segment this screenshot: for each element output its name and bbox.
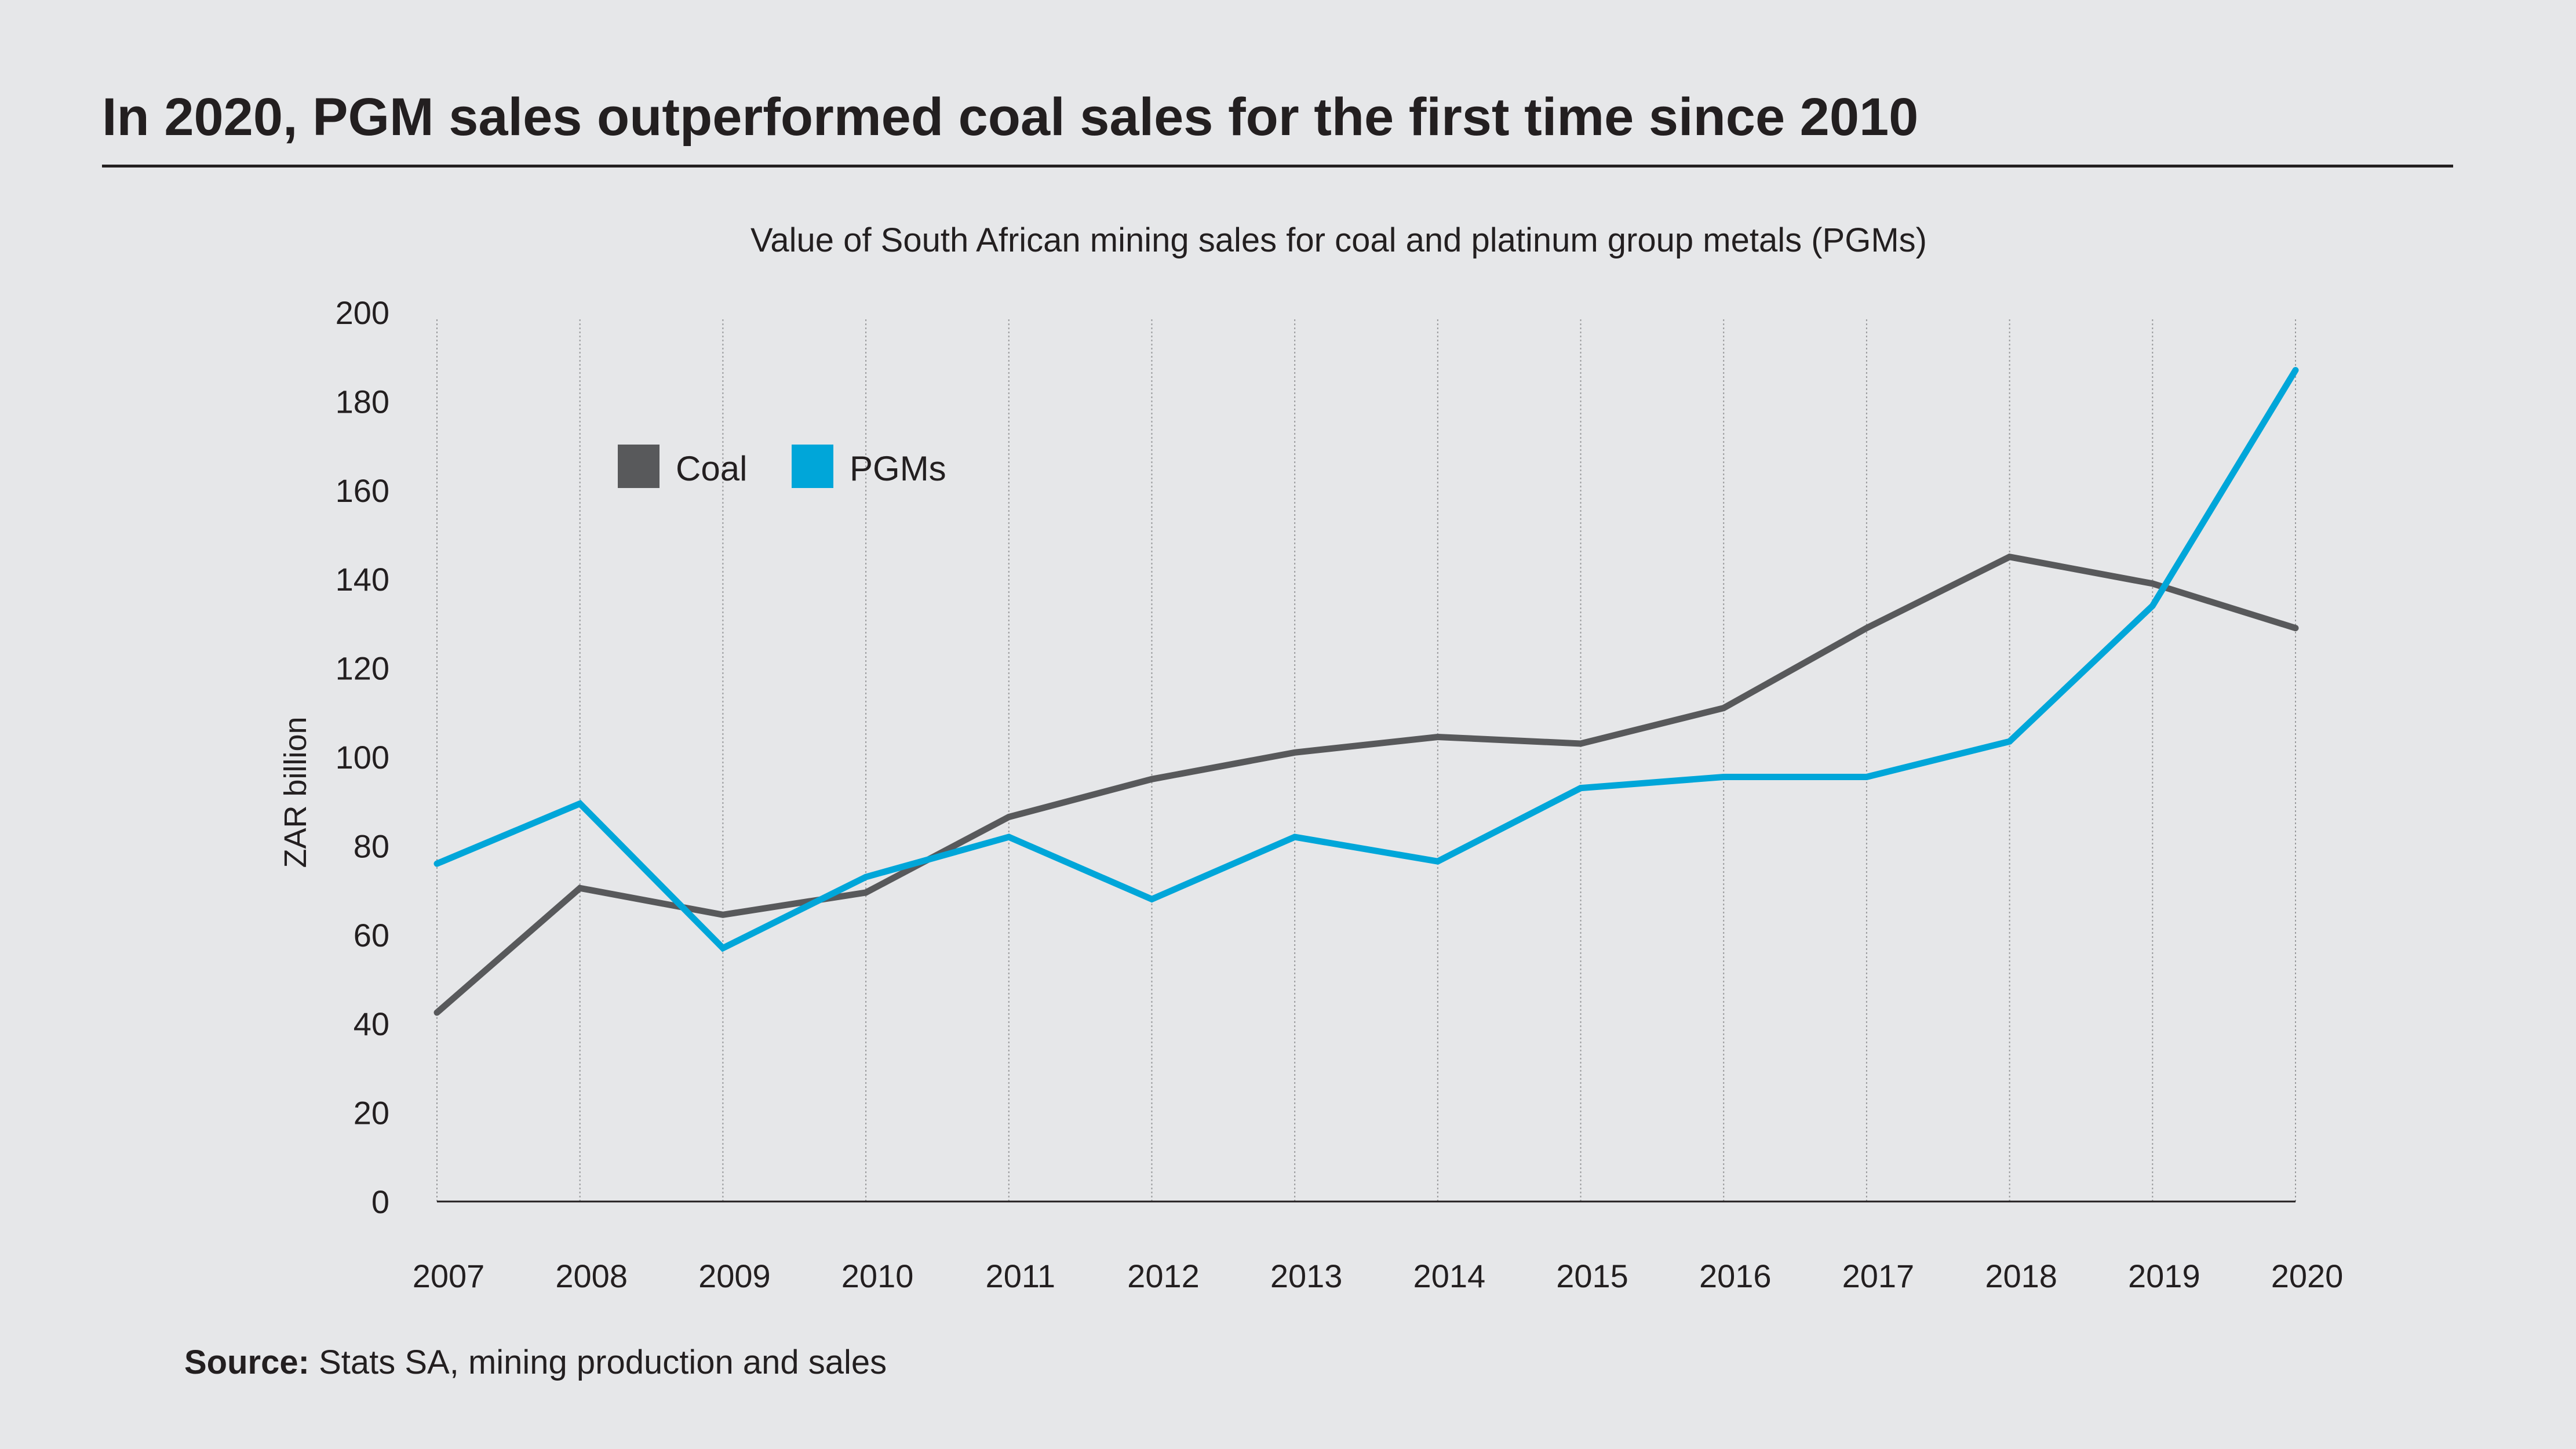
x-tick-label: 2015 [1556, 1258, 1628, 1294]
x-tick-labels: 2007 2008 2009 2010 2011 2012 2013 2014 2015 2016… [413, 1258, 2344, 1294]
x-tick-label: 2010 [841, 1258, 914, 1294]
y-axis-label: ZAR billion [278, 716, 313, 868]
legend-swatch-coal [618, 445, 660, 488]
x-tick-label: 2008 [555, 1258, 628, 1294]
y-tick-label: 140 [336, 561, 389, 598]
x-tick-label: 2009 [698, 1258, 771, 1294]
series-line-pgms [433, 367, 2299, 952]
x-tick-label: 2020 [2271, 1258, 2344, 1294]
legend-label-coal: Coal [676, 449, 747, 488]
y-tick-label: 60 [354, 917, 389, 953]
source-text: Stats SA, mining production and sales [309, 1344, 887, 1381]
legend: Coal PGMs [618, 445, 946, 488]
x-tick-label: 2019 [2128, 1258, 2200, 1294]
y-tick-label: 160 [336, 472, 389, 509]
x-tick-label: 2013 [1270, 1258, 1343, 1294]
y-tick-labels: 0 20 40 60 80 100 120 140 160 180 200 [336, 294, 389, 1220]
series-lines [433, 367, 2299, 1016]
chart-title: Value of South African mining sales for … [750, 221, 1927, 259]
source-label: Source: [184, 1344, 309, 1381]
y-tick-label: 80 [354, 828, 389, 864]
source-note: Source: Stats SA, mining production and … [184, 1344, 887, 1381]
y-tick-label: 120 [336, 650, 389, 687]
y-tick-label: 20 [354, 1095, 389, 1131]
y-tick-label: 40 [354, 1006, 389, 1042]
x-tick-label: 2012 [1127, 1258, 1200, 1294]
page-title: In 2020, PGM sales outperformed coal sal… [102, 88, 1919, 147]
y-tick-label: 0 [371, 1184, 389, 1220]
title-divider [102, 165, 2453, 168]
grid-lines [436, 319, 2296, 1202]
legend-swatch-pgms [792, 445, 833, 488]
series-line-coal [433, 554, 2299, 1016]
x-tick-label: 2014 [1413, 1258, 1486, 1294]
y-tick-label: 200 [336, 294, 389, 331]
x-tick-label: 2018 [1985, 1258, 2057, 1294]
x-tick-label: 2007 [413, 1258, 485, 1294]
x-tick-label: 2017 [1842, 1258, 1915, 1294]
legend-label-pgms: PGMs [850, 449, 946, 488]
y-tick-label: 100 [336, 739, 389, 776]
x-tick-label: 2016 [1699, 1258, 1772, 1294]
x-tick-label: 2011 [986, 1258, 1055, 1294]
y-tick-label: 180 [336, 383, 389, 420]
